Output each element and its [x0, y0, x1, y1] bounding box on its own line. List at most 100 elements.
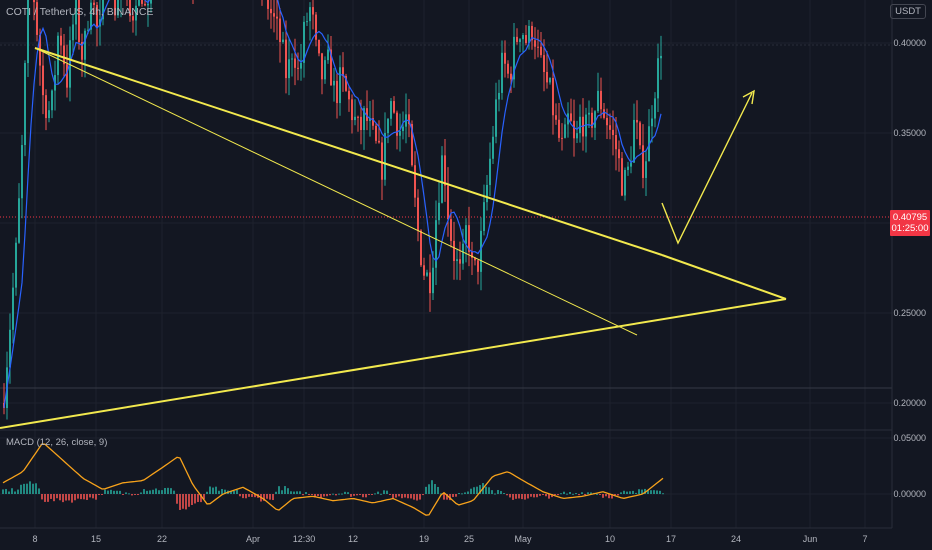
- macd-histogram-bar: [566, 493, 568, 495]
- candle-body: [324, 60, 326, 80]
- projection-arrowhead-icon: [742, 89, 755, 105]
- macd-histogram-bar: [215, 486, 217, 494]
- candle-body: [609, 125, 611, 130]
- candle: [303, 16, 305, 78]
- candle-body: [426, 272, 428, 276]
- candle-body: [306, 21, 308, 23]
- candle-body: [543, 55, 545, 72]
- macd-histogram-bar: [656, 490, 658, 494]
- candle: [150, 0, 152, 13]
- macd-histogram-bar: [485, 486, 487, 494]
- candle-body: [297, 67, 299, 69]
- macd-line: [2, 443, 664, 516]
- candle-body: [576, 133, 578, 139]
- macd-histogram-bar: [173, 490, 175, 494]
- candle: [585, 107, 587, 153]
- candle-body: [333, 80, 335, 86]
- time-axis-label: 15: [91, 534, 101, 544]
- currency-badge[interactable]: USDT: [890, 4, 926, 19]
- candle-body: [351, 99, 353, 121]
- macd-histogram-bar: [326, 494, 328, 497]
- ascending-trendline[interactable]: [0, 298, 787, 429]
- candle-body: [477, 260, 479, 272]
- candle-body: [321, 53, 323, 80]
- macd-axis[interactable]: 0.05000 0.00000: [893, 433, 926, 499]
- candle: [141, 0, 143, 7]
- macd-histogram-bar: [476, 486, 478, 494]
- macd-indicator-label[interactable]: MACD (12, 26, close, 9): [6, 437, 108, 448]
- candle-body: [330, 49, 332, 86]
- candle-body: [612, 129, 614, 136]
- candle: [48, 101, 50, 123]
- candle-body: [24, 63, 26, 146]
- candle-body: [132, 16, 134, 21]
- time-axis-label: 7: [862, 534, 867, 544]
- triangle-apex-line[interactable]: [661, 254, 787, 300]
- macd-histogram-bar: [542, 494, 544, 495]
- macd-histogram-bar: [152, 489, 154, 494]
- candle-body: [393, 101, 395, 113]
- macd-histogram-bar: [506, 494, 508, 496]
- candle-body: [534, 40, 536, 47]
- candle-body: [441, 155, 443, 203]
- inner-trendline[interactable]: [34, 47, 638, 336]
- candle-body: [93, 2, 95, 5]
- macd-histogram-bar: [53, 494, 55, 502]
- candle-body: [606, 117, 608, 126]
- candle-body: [423, 265, 425, 276]
- candle-body: [450, 219, 452, 241]
- candle: [138, 0, 140, 7]
- symbol-title[interactable]: COTI / TetherUS, 4h, BINANCE: [6, 6, 154, 18]
- candle: [501, 40, 503, 100]
- candle: [282, 31, 284, 44]
- projection-path[interactable]: [661, 92, 753, 245]
- candle: [651, 105, 653, 143]
- macd-histogram-bar: [317, 494, 319, 497]
- candle-body: [420, 230, 422, 266]
- macd-histogram-bar: [155, 488, 157, 494]
- time-axis-bg[interactable]: [0, 528, 892, 550]
- candle: [366, 90, 368, 131]
- macd-histogram-bar: [599, 494, 601, 495]
- price-axis-label: 0.25000: [893, 308, 926, 318]
- macd-histogram-bar: [23, 483, 25, 494]
- time-axis[interactable]: 8 15 22 Apr 12:30 12 19 25 May 10 17 24 Jun 7: [32, 534, 867, 544]
- candle-body: [288, 59, 290, 79]
- candle: [60, 27, 62, 55]
- macd-histogram-bar: [104, 489, 106, 494]
- candle-body: [90, 2, 92, 30]
- macd-histogram-bar: [464, 492, 466, 494]
- candle-body: [303, 21, 305, 63]
- candle: [27, 0, 29, 77]
- candle-body: [540, 46, 542, 56]
- macd-histogram-bar: [494, 493, 496, 495]
- candle: [33, 0, 35, 21]
- macd-histogram-bar: [632, 490, 634, 494]
- macd-histogram-bar: [383, 490, 385, 494]
- macd-histogram-bar: [83, 494, 85, 500]
- candles[interactable]: [3, 0, 662, 420]
- candle-body: [411, 124, 413, 166]
- candle: [345, 73, 347, 92]
- candle: [399, 113, 401, 152]
- candle-body: [570, 113, 572, 121]
- candle-body: [597, 90, 599, 112]
- candle: [318, 39, 320, 57]
- candle: [261, 0, 263, 6]
- trendline-drawings[interactable]: [0, 47, 787, 429]
- candle-body: [273, 13, 275, 17]
- candle: [594, 110, 596, 141]
- candle: [519, 38, 521, 53]
- candle-body: [645, 161, 647, 178]
- candle: [483, 184, 485, 236]
- candle: [633, 103, 635, 163]
- candle-body: [438, 202, 440, 221]
- price-axis-bg[interactable]: [892, 0, 932, 550]
- candle: [459, 241, 461, 281]
- descending-trendline[interactable]: [34, 47, 663, 256]
- macd-histogram-bar: [551, 494, 553, 498]
- candle: [477, 259, 479, 285]
- macd-histogram-bar: [413, 494, 415, 500]
